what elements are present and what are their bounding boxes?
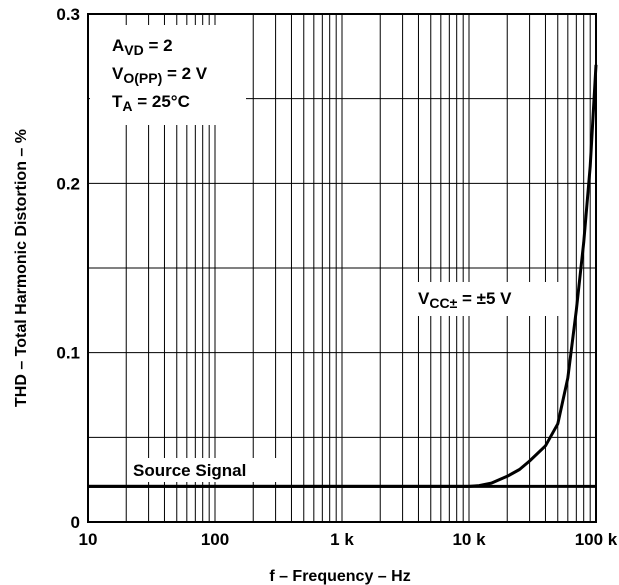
condition-ta: TA = 25°C bbox=[112, 92, 190, 114]
y-tick-label: 0.1 bbox=[56, 344, 80, 363]
x-tick-label: 100 k bbox=[575, 530, 618, 549]
y-axis-label: THD – Total Harmonic Distortion – % bbox=[13, 129, 30, 407]
x-tick-label: 100 bbox=[201, 530, 229, 549]
x-tick-label: 1 k bbox=[330, 530, 354, 549]
condition-avd: AVD = 2 bbox=[112, 36, 173, 58]
plot-frame bbox=[87, 13, 597, 523]
y-tick-label: 0 bbox=[71, 513, 80, 532]
x-axis-label: f – Frequency – Hz bbox=[269, 568, 410, 585]
curve-label-box bbox=[414, 282, 559, 316]
x-tick-label: 10 k bbox=[452, 530, 486, 549]
curve-label: VCC± = ±5 V bbox=[418, 289, 512, 311]
series-lines bbox=[88, 64, 598, 488]
source-label-box bbox=[128, 458, 278, 482]
condition-vo: VO(PP) = 2 V bbox=[112, 64, 208, 86]
tick-labels: 10 100 1 k 10 k 100 k 0 0.1 0.2 0.3 bbox=[56, 5, 617, 549]
source-signal-label: Source Signal bbox=[133, 461, 246, 480]
y-tick-label: 0.2 bbox=[56, 174, 80, 193]
x-tick-label: 10 bbox=[79, 530, 98, 549]
conditions-box bbox=[90, 25, 246, 125]
y-tick-label: 0.3 bbox=[56, 5, 80, 24]
